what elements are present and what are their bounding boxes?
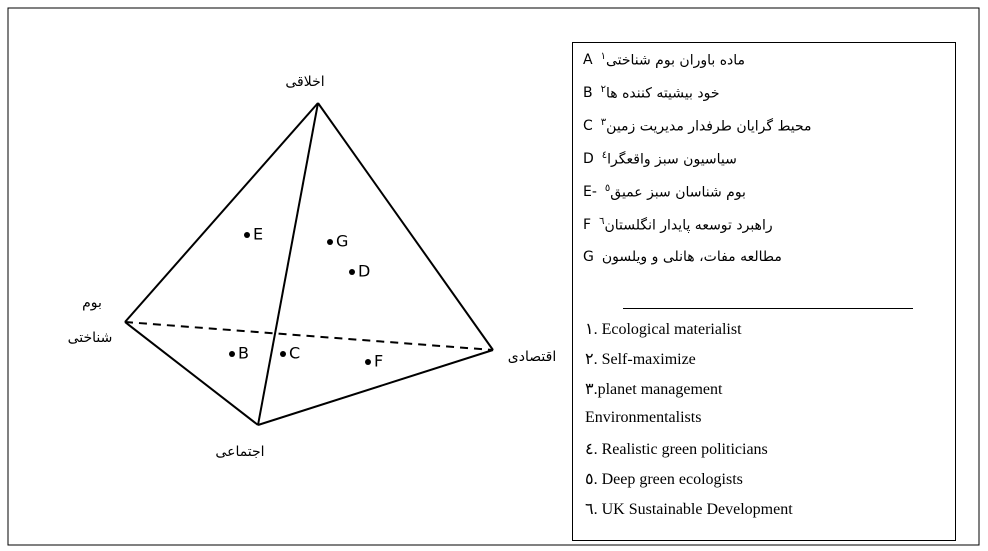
point-dot [280,351,286,357]
legend-text: محیط گرایان طرفدار مدیریت زمین٣ [601,117,812,135]
edge [317,102,494,351]
vertex-label: اقتصادی [508,349,556,365]
legend-text: مطالعه مفات، هانلی و ویلسون [602,249,782,265]
frame [7,7,980,546]
point-label: G [336,232,348,251]
footnote: ٦. UK Sustainable Development [585,501,793,518]
legend-text: راهبرد توسعه پایدار انگلستان٦ [599,216,773,234]
legend-letter: A [583,51,593,68]
legend-row: F راهبرد توسعه پایدار انگلستان٦ [583,216,773,234]
point-dot [349,269,355,275]
legend-text-body: محیط گرایان طرفدار مدیریت زمین [606,118,812,135]
footnote-mark: ١ [600,51,606,62]
legend-row: B خود بیشیته کننده ها٢ [583,84,719,102]
edge [124,102,319,323]
legend-text-body: سیاسیون سبز واقعگرا [607,151,737,168]
point-label: C [289,344,300,363]
tetrahedron [124,102,494,426]
legend-text-body: ماده باوران بوم شناختی [605,52,746,69]
legend-text: بوم شناسان سبز عمیق٥ [605,183,746,201]
footnote-mark: ٦ [599,216,605,227]
legend-row: E- بوم شناسان سبز عمیق٥ [583,183,746,201]
edge [257,102,319,426]
hidden-edge [124,321,494,351]
legend-text: خود بیشیته کننده ها٢ [601,84,720,102]
legend-row: C محیط گرایان طرفدار مدیریت زمین٣ [583,117,812,135]
footnote-mark: ٤ [601,150,608,161]
legend-letter: C [583,117,593,134]
vertex-label: اجتماعی [215,444,264,460]
legend-text: ماده باوران بوم شناختی١ [601,51,745,69]
footnote: ٣.planet management [585,381,723,398]
legend-row: D سیاسیون سبز واقعگرا٤ [583,150,737,168]
edge [257,349,494,426]
point-label: E [253,225,263,244]
footnote-mark: ٥ [604,183,611,194]
legend-letter: B [583,84,593,101]
legend-letter: D [583,150,594,167]
legend-text-body: خود بیشیته کننده ها [605,85,720,102]
legend-row: A ماده باوران بوم شناختی١ [583,51,745,69]
point-dot [244,232,250,238]
legend-text: سیاسیون سبز واقعگرا٤ [602,150,737,168]
point-dot [229,351,235,357]
legend-letter: F [583,216,592,233]
footnote: ٢. Self-maximize [585,351,696,368]
point-dot [365,359,371,365]
legend-row: G مطالعه مفات، هانلی و ویلسون [583,249,782,265]
legend-text-body: مطالعه مفات، هانلی و ویلسون [601,249,782,265]
divider [623,308,913,309]
legend: A ماده باوران بوم شناختی١ B خود بیشیته کنند… [572,42,956,541]
point-label: F [374,352,383,371]
footnote: ٤. Realistic green politicians [585,441,768,458]
point-label: B [238,344,249,363]
point-dot [327,239,333,245]
edge [124,321,259,426]
legend-text-body: بوم شناسان سبز عمیق [610,184,746,201]
footnote: Environmentalists [585,409,702,426]
vertex-label: بوم [82,295,102,311]
footnote: ٥. Deep green ecologists [585,471,743,488]
legend-text-body: راهبرد توسعه پایدار انگلستان [604,217,773,234]
legend-letter: E- [583,183,597,200]
footnote: ١. Ecological materialist [585,321,742,338]
point-label: D [358,262,370,281]
footnote-mark: ٣ [600,117,607,128]
points: E GD B C F [229,225,383,371]
vertex-label: اخلاقی [285,74,324,90]
legend-letter: G [583,249,594,265]
vertex-label: شناختی [68,330,113,346]
footnote-mark: ٢ [600,84,606,95]
